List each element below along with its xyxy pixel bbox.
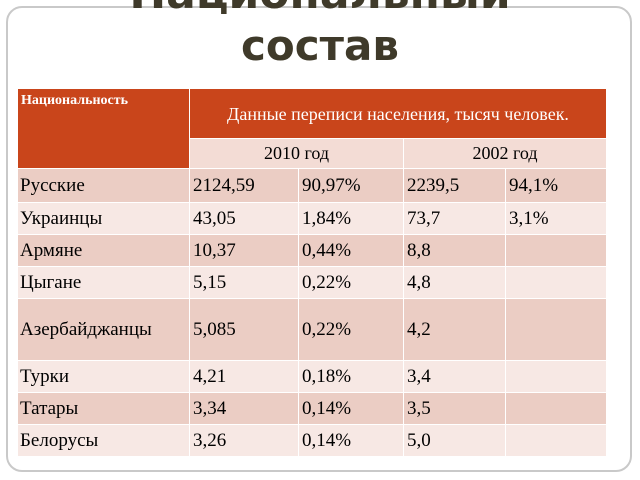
table-row: Белорусы 3,26 0,14% 5,0 (17, 424, 607, 457)
table-body: Русские 2124,59 90,97% 2239,5 94,1% Украинцы 4… (17, 168, 607, 457)
cell-nationality: Азербайджанцы (17, 298, 190, 361)
cell-2010-value: 2124,59 (189, 168, 299, 203)
cell-2002-value: 3,5 (403, 392, 506, 425)
cell-2010-percent: 90,97% (298, 168, 404, 203)
table-row: Армяне 10,37 0,44% 8,8 (17, 234, 607, 267)
cell-2010-value: 10,37 (189, 234, 299, 267)
table-row: Цыгане 5,15 0,22% 4,8 (17, 266, 607, 299)
header-year-2002: 2002 год (403, 138, 607, 169)
cell-2010-value: 3,34 (189, 392, 299, 425)
cell-2002-value: 2239,5 (403, 168, 506, 203)
cell-nationality: Татары (17, 392, 190, 425)
cell-2010-value: 5,085 (189, 298, 299, 361)
cell-2002-percent (505, 234, 607, 267)
table-row: Турки 4,21 0,18% 3,4 (17, 360, 607, 393)
cell-2002-value: 4,2 (403, 298, 506, 361)
table-row: Русские 2124,59 90,97% 2239,5 94,1% (17, 168, 607, 203)
census-table: Национальность Данные переписи населения… (17, 88, 607, 457)
header-census-data: Данные переписи населения, тысяч человек… (189, 88, 607, 139)
cell-2010-value: 5,15 (189, 266, 299, 299)
table-header-row: Национальность Данные переписи населения… (17, 88, 607, 169)
cell-2002-percent: 94,1% (505, 168, 607, 203)
cell-nationality: Турки (17, 360, 190, 393)
cell-2002-percent: 3,1% (505, 202, 607, 235)
cell-2002-percent (505, 392, 607, 425)
cell-2002-percent (505, 298, 607, 361)
cell-2010-percent: 0,18% (298, 360, 404, 393)
slide-title: состав (241, 21, 399, 70)
header-year-2010: 2010 год (189, 138, 404, 169)
cell-2002-percent (505, 424, 607, 457)
cell-2010-percent: 1,84% (298, 202, 404, 235)
table-row: Азербайджанцы 5,085 0,22% 4,2 (17, 298, 607, 361)
cell-2002-value: 4,8 (403, 266, 506, 299)
cell-2010-value: 43,05 (189, 202, 299, 235)
cell-2010-percent: 0,14% (298, 392, 404, 425)
header-nationality: Национальность (17, 88, 190, 169)
cell-2002-value: 8,8 (403, 234, 506, 267)
cell-2010-value: 3,26 (189, 424, 299, 457)
cell-nationality: Белорусы (17, 424, 190, 457)
cell-2002-percent (505, 360, 607, 393)
slide-title-partial: Национальный (0, 0, 640, 16)
cell-2010-percent: 0,22% (298, 298, 404, 361)
cell-2010-value: 4,21 (189, 360, 299, 393)
cell-nationality: Цыгане (17, 266, 190, 299)
cell-nationality: Армяне (17, 234, 190, 267)
cell-2010-percent: 0,44% (298, 234, 404, 267)
cell-nationality: Украинцы (17, 202, 190, 235)
cell-2010-percent: 0,14% (298, 424, 404, 457)
cell-2002-value: 5,0 (403, 424, 506, 457)
cell-nationality: Русские (17, 168, 190, 203)
table-row: Татары 3,34 0,14% 3,5 (17, 392, 607, 425)
cell-2002-percent (505, 266, 607, 299)
cell-2002-value: 3,4 (403, 360, 506, 393)
cell-2002-value: 73,7 (403, 202, 506, 235)
table-row: Украинцы 43,05 1,84% 73,7 3,1% (17, 202, 607, 235)
cell-2010-percent: 0,22% (298, 266, 404, 299)
table-year-row: 2010 год 2002 год (18, 138, 607, 169)
